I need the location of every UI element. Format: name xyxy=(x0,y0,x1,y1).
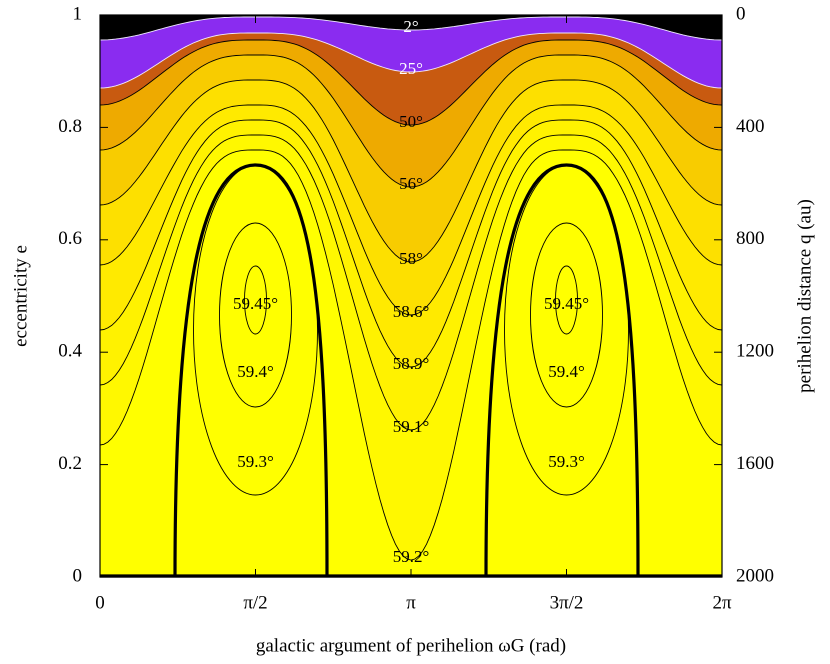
contour-label: 59.45° xyxy=(233,294,278,313)
level-fills xyxy=(100,15,722,560)
level-region xyxy=(100,15,722,88)
x-tick-label: 3π/2 xyxy=(550,592,584,613)
x-tick-label: 0 xyxy=(95,592,105,613)
contour-line xyxy=(530,222,603,408)
y2-axis-title: perihelion distance q (au) xyxy=(794,199,815,393)
level-region xyxy=(100,15,722,40)
y2-tick-label: 0 xyxy=(736,3,746,24)
contour-line xyxy=(99,79,723,263)
contour-labels: 2° 25° 50° 56° 58° 58.6° 58.9° 59.1° 59.2° 59.3° 5… xyxy=(233,17,589,566)
x-tick-label: π xyxy=(406,592,416,613)
boundary-curve xyxy=(173,163,329,578)
contour-line xyxy=(99,134,723,431)
contour-label: 25° xyxy=(399,59,423,78)
y-tick-label: 0.6 xyxy=(58,228,82,249)
contour-line xyxy=(244,265,267,335)
contour-line xyxy=(99,149,723,561)
axes: 0 π/2 π 3π/2 2π 0 0.2 0.4 0.6 0.8 1 0 400 800 1200 1600… xyxy=(58,3,774,613)
contour-label: 58.6° xyxy=(393,302,430,321)
contour-label: 58.9° xyxy=(393,354,430,373)
x-tick-label: 2π xyxy=(712,592,732,613)
x-tick-label: π/2 xyxy=(243,592,267,613)
contour-line xyxy=(99,32,723,89)
level-region xyxy=(244,266,267,334)
contour-label: 59.2° xyxy=(393,547,430,566)
contour-lines xyxy=(99,16,723,561)
y-tick-label: 1 xyxy=(73,3,83,24)
y-axis-title: eccentricity e xyxy=(10,245,31,347)
contour-line xyxy=(99,39,723,126)
contour-label: 59.4° xyxy=(237,362,274,381)
contour-label: 59.3° xyxy=(548,452,585,471)
contour-label: 58° xyxy=(399,249,423,268)
boundary-curve xyxy=(484,163,640,578)
y2-tick-label: 1600 xyxy=(736,453,774,474)
y2-tick-label: 2000 xyxy=(736,565,774,586)
contour-label: 59.3° xyxy=(237,452,274,471)
contour-label: 56° xyxy=(399,174,423,193)
contour-line xyxy=(219,222,292,408)
contour-label: 2° xyxy=(403,17,418,36)
contour-label: 59.1° xyxy=(393,417,430,436)
y-tick-label: 0.4 xyxy=(58,341,82,362)
y2-tick-label: 1200 xyxy=(736,341,774,362)
contour-label: 50° xyxy=(399,112,423,131)
contour-line xyxy=(99,104,723,316)
contour-label: 59.4° xyxy=(548,362,585,381)
contour-line xyxy=(555,265,578,335)
y-tick-label: 0.8 xyxy=(58,116,82,137)
y2-tick-label: 400 xyxy=(736,116,765,137)
y-tick-label: 0.2 xyxy=(58,453,82,474)
y-tick-label: 0 xyxy=(73,565,83,586)
level-region xyxy=(555,266,578,334)
x-axis-title: galactic argument of perihelion ωG (rad) xyxy=(256,635,566,656)
contour-line xyxy=(99,16,723,41)
contour-line xyxy=(99,54,723,188)
y2-tick-label: 800 xyxy=(736,228,765,249)
contour-label: 59.45° xyxy=(544,294,589,313)
contour-line xyxy=(99,119,723,368)
